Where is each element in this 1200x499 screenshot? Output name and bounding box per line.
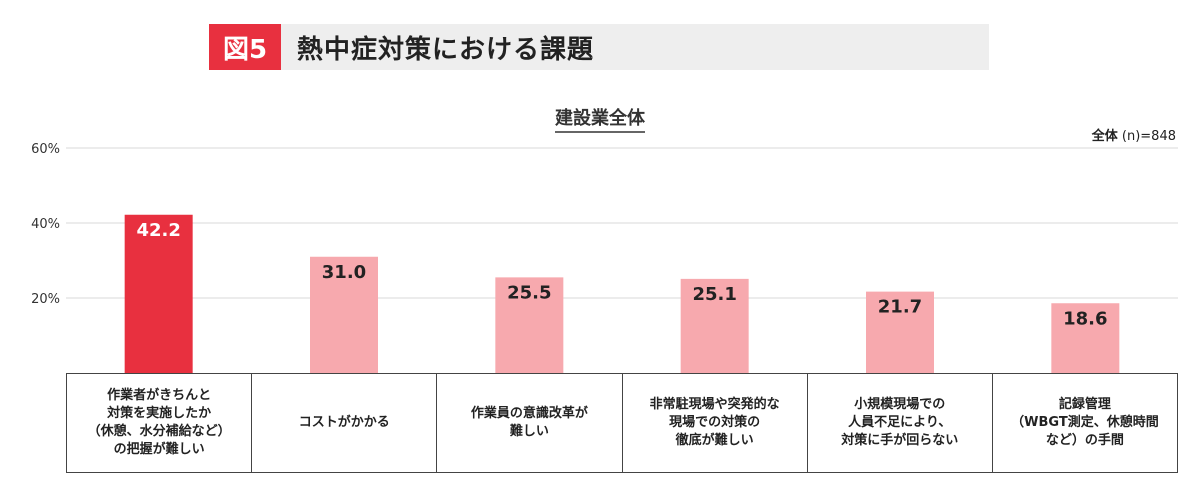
bar <box>680 278 749 373</box>
category-table: 作業者がきちんと 対策を実施したか （休憩、水分補給など） の把握が難しい コスト… <box>66 373 1178 473</box>
figure-title: 熱中症対策における課題 <box>297 34 595 65</box>
bar <box>310 256 378 373</box>
bar <box>1051 303 1120 373</box>
bar-value-label: 25.5 <box>507 282 551 303</box>
category-label: 作業員の意識改革が 難しい <box>437 374 623 472</box>
chart-subtitle: 建設業全体 <box>0 104 1200 133</box>
y-tick-label: 20% <box>31 292 60 307</box>
bar-value-label: 25.1 <box>692 284 736 305</box>
category-label: 記録管理 （WBGT測定、休憩時間 など）の手間 <box>1011 397 1159 448</box>
bar <box>866 291 934 373</box>
sample-size: 全体 (n)=848 <box>1092 125 1176 144</box>
category-label: 非常駐現場や突発的な 現場での対策の 徹底が難しい <box>623 374 808 472</box>
bar <box>124 214 193 373</box>
bar <box>495 277 564 373</box>
category-label: 小規模現場での 人員不足により、 対策に手が回らない <box>808 374 993 472</box>
y-tick-label: 40% <box>31 217 60 232</box>
bar-value-label: 42.2 <box>136 220 180 241</box>
bar-value-label: 31.0 <box>322 262 366 283</box>
bar-value-label: 21.7 <box>878 297 922 318</box>
category-label: コストがかかる <box>252 374 438 472</box>
bar-value-label: 18.6 <box>1063 308 1107 329</box>
sample-label: 全体 <box>1091 129 1118 144</box>
sample-n: (n)=848 <box>1121 129 1176 144</box>
y-tick-label: 60% <box>31 142 60 157</box>
category-label: 作業者がきちんと 対策を実施したか （休憩、水分補給など） の把握が難しい <box>67 374 253 472</box>
figure-badge: 図5 <box>209 24 281 70</box>
chart-title: 建設業全体 <box>555 108 645 133</box>
figure-title-bar: 図5 熱中症対策における課題 <box>209 24 989 70</box>
